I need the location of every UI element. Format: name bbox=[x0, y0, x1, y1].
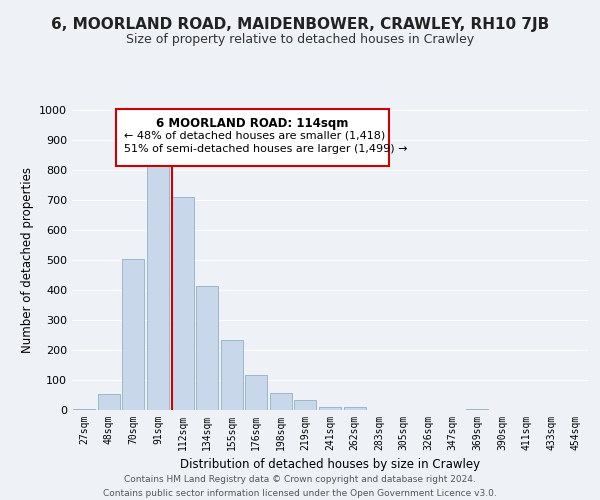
Bar bbox=[196, 286, 218, 410]
Bar bbox=[295, 400, 316, 410]
Bar bbox=[172, 197, 194, 410]
Bar bbox=[221, 340, 243, 410]
Y-axis label: Number of detached properties: Number of detached properties bbox=[20, 167, 34, 353]
Text: 6 MOORLAND ROAD: 114sqm: 6 MOORLAND ROAD: 114sqm bbox=[157, 118, 349, 130]
FancyBboxPatch shape bbox=[116, 108, 389, 166]
Bar bbox=[98, 394, 120, 410]
X-axis label: Distribution of detached houses by size in Crawley: Distribution of detached houses by size … bbox=[180, 458, 480, 471]
Bar bbox=[73, 408, 95, 410]
Text: Contains HM Land Registry data © Crown copyright and database right 2024.
Contai: Contains HM Land Registry data © Crown c… bbox=[103, 476, 497, 498]
Bar bbox=[344, 407, 365, 410]
Bar bbox=[122, 258, 145, 410]
Text: Size of property relative to detached houses in Crawley: Size of property relative to detached ho… bbox=[126, 32, 474, 46]
Text: ← 48% of detached houses are smaller (1,418): ← 48% of detached houses are smaller (1,… bbox=[124, 131, 385, 141]
Bar bbox=[245, 374, 268, 410]
Bar bbox=[319, 407, 341, 410]
Bar bbox=[270, 393, 292, 410]
Bar bbox=[147, 162, 169, 410]
Text: 6, MOORLAND ROAD, MAIDENBOWER, CRAWLEY, RH10 7JB: 6, MOORLAND ROAD, MAIDENBOWER, CRAWLEY, … bbox=[51, 18, 549, 32]
Text: 51% of semi-detached houses are larger (1,499) →: 51% of semi-detached houses are larger (… bbox=[124, 144, 407, 154]
Bar bbox=[466, 408, 488, 410]
